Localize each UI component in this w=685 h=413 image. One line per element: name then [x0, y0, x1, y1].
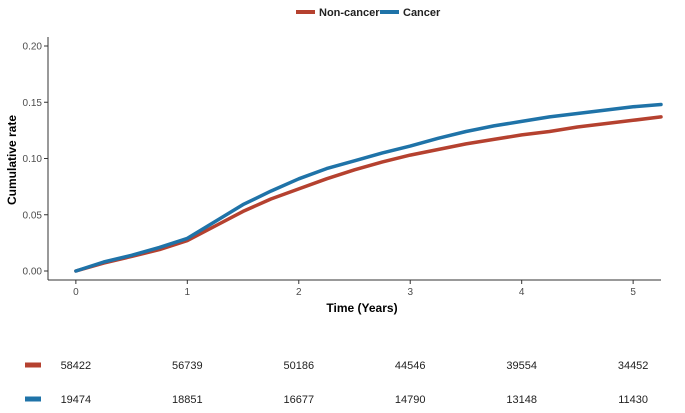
x-tick-label: 3: [407, 287, 413, 298]
risk-table-cell: 19474: [61, 394, 92, 406]
risk-table-cell: 34452: [618, 360, 649, 372]
x-axis-title: Time (Years): [326, 301, 397, 315]
risk-table-cell: 16677: [283, 394, 314, 406]
risk-table-cell: 44546: [395, 360, 426, 372]
x-tick-label: 1: [185, 287, 191, 298]
risk-table-cell: 13148: [506, 394, 537, 406]
legend: Non-cancer Cancer: [296, 7, 441, 19]
x-tick-label: 2: [296, 287, 302, 298]
risk-table-cell: 50186: [283, 360, 314, 372]
y-tick-label: 0.05: [23, 210, 43, 221]
y-axis-title: Cumulative rate: [5, 115, 19, 205]
y-tick-label: 0.20: [23, 42, 43, 53]
x-ticks: 0 1 2 3 4 5: [73, 280, 636, 298]
legend-label-non-cancer: Non-cancer: [319, 7, 380, 19]
risk-table-cell: 39554: [506, 360, 537, 372]
risk-table-cell: 56739: [172, 360, 203, 372]
risk-table: 58422 56739 50186 44546 39554 34452 19474 18851…: [25, 360, 648, 406]
y-tick-label: 0.15: [23, 98, 43, 109]
x-tick-label: 0: [73, 287, 79, 298]
risk-table-cell: 18851: [172, 394, 203, 406]
series-layer: [74, 102, 663, 273]
series-line-cancer: [74, 102, 663, 273]
x-tick-label: 5: [630, 287, 636, 298]
legend-label-cancer: Cancer: [403, 7, 441, 19]
y-tick-label: 0.10: [23, 154, 43, 165]
risk-table-cell: 11430: [618, 394, 648, 406]
axes: 0.00 0.05 0.10 0.15 0.20 0 1 2 3 4 5 Cumulative r…: [5, 37, 661, 315]
series-line-non-cancer: [74, 115, 663, 273]
y-tick-label: 0.00: [23, 267, 43, 278]
y-ticks: 0.00 0.05 0.10 0.15 0.20: [23, 42, 48, 278]
risk-table-cell: 58422: [61, 360, 92, 372]
x-tick-label: 4: [519, 287, 525, 298]
risk-table-cell: 14790: [395, 394, 426, 406]
